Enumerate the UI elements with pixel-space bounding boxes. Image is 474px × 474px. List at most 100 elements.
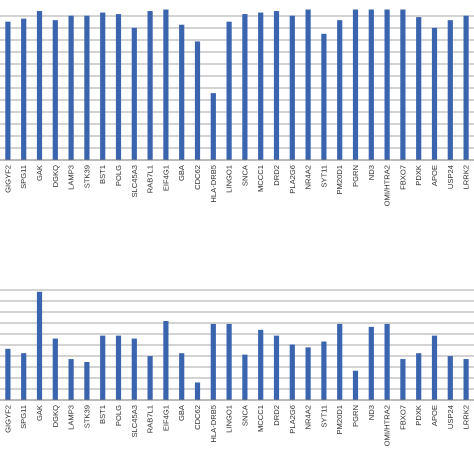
- x-tick-label: STK39: [82, 405, 91, 428]
- x-tick-label: OMI/HTRA2: [383, 405, 392, 446]
- x-tick-label: SYT11: [319, 165, 328, 188]
- x-tick-label: SNCA: [240, 404, 249, 426]
- bar-lamp3: [68, 359, 74, 400]
- bar-lingo1: [226, 323, 232, 400]
- bar-apoe: [431, 335, 438, 400]
- bar-fbxo7: [400, 359, 406, 400]
- bar-syt11: [321, 341, 327, 400]
- x-tick-label: DRD2: [272, 405, 281, 426]
- x-tick-label: DGKQ: [51, 165, 60, 187]
- bar-omi-htra2: [384, 323, 390, 400]
- x-tick-label: GIGYF2: [3, 405, 12, 433]
- bar-hla-drb5: [210, 323, 216, 400]
- bar-drd2: [273, 335, 280, 400]
- bar-spg11: [21, 353, 27, 400]
- x-tick-label: FBXO7: [398, 405, 407, 430]
- bar-polg: [115, 14, 122, 160]
- bar-snca: [242, 14, 248, 160]
- bar-omi-htra2: [384, 9, 390, 160]
- x-tick-label: PGRN: [351, 165, 360, 187]
- x-tick-label: USP24: [446, 165, 455, 189]
- bar-pm20d1: [337, 323, 343, 400]
- bar-lrrk2: [463, 359, 469, 400]
- x-tick-label: LAMP3: [67, 165, 76, 190]
- bar-gak: [36, 11, 43, 161]
- x-tick-label: SNCA: [240, 164, 249, 186]
- x-tick-label: POLG: [114, 405, 123, 426]
- x-tick-label: GBA: [177, 164, 186, 181]
- x-tick-label: APOE: [430, 405, 439, 426]
- bottom-bar-chart: GIGYF2 SPG11 GAK DGKQ LAMP3 STK39 BST1 POLG SLC4…: [0, 289, 474, 446]
- bar-pgrn: [352, 9, 359, 160]
- bar-nd3: [368, 326, 374, 401]
- bar-bst1: [100, 12, 106, 161]
- x-tick-label: ND3: [367, 405, 376, 420]
- x-tick-label: PDXK: [414, 165, 423, 186]
- bar-nr4a2: [305, 347, 311, 400]
- x-tick-label: STK39: [82, 165, 91, 188]
- bar-pdxk: [416, 353, 422, 400]
- bar-gak: [36, 291, 43, 400]
- x-tick-label: POLG: [114, 165, 123, 186]
- x-tick-label: GAK: [35, 165, 44, 181]
- x-tick-label: CDC62: [193, 165, 202, 190]
- bar-pgrn: [352, 370, 359, 400]
- bar-mccc1: [258, 329, 264, 400]
- bar-cdc62: [194, 382, 201, 400]
- bar-rab7l1: [147, 356, 153, 401]
- x-tick-label: NR4A2: [304, 165, 313, 189]
- x-tick-label: RAB7L1: [146, 405, 155, 433]
- x-tick-label: PLA2G6: [288, 405, 297, 434]
- bar-spg11: [21, 18, 27, 160]
- bar-nr4a2: [305, 9, 311, 160]
- x-tick-label: APOE: [430, 165, 439, 186]
- bar-pm20d1: [337, 20, 343, 160]
- bar-mccc1: [258, 12, 264, 161]
- bar-dgkq: [52, 20, 58, 160]
- x-tick-label: OMI/HTRA2: [383, 165, 392, 206]
- x-tick-label: HLA-DRB5: [209, 165, 218, 203]
- x-tick-label: PLA2G6: [288, 165, 297, 194]
- bar-hla-drb5: [210, 93, 216, 160]
- bar-slc45a3: [131, 338, 137, 400]
- bar-snca: [242, 354, 248, 400]
- x-tick-label: HLA-DRB5: [209, 405, 218, 443]
- bar-pla2g6: [289, 344, 295, 400]
- x-tick-label: GIGYF2: [3, 165, 12, 193]
- bar-usp24: [447, 20, 453, 160]
- bar-dgkq: [52, 338, 58, 400]
- bar-gba: [179, 353, 185, 400]
- bar-polg: [115, 335, 122, 400]
- bar-apoe: [431, 27, 438, 161]
- x-tick-label: SPG11: [19, 405, 28, 429]
- bar-eif4g1: [163, 321, 169, 400]
- x-tick-label: DRD2: [272, 165, 281, 186]
- x-tick-label: CDC62: [193, 405, 202, 430]
- bar-lingo1: [226, 21, 232, 161]
- x-tick-label: PDXK: [414, 405, 423, 426]
- bar-slc45a3: [131, 27, 137, 161]
- bar-pdxk: [416, 17, 422, 161]
- x-tick-label: PM20D1: [335, 405, 344, 435]
- x-tick-label: EIF4G1: [161, 165, 170, 191]
- x-tick-label: LINGO1: [225, 405, 234, 433]
- x-tick-label: FBXO7: [398, 165, 407, 190]
- x-tick-label: LRRK2: [462, 405, 471, 429]
- x-tick-label: DGKQ: [51, 405, 60, 427]
- bar-stk39: [84, 15, 90, 160]
- bar-stk39: [84, 361, 90, 400]
- bar-gigyf2: [5, 348, 11, 400]
- bar-eif4g1: [163, 9, 169, 160]
- bar-lamp3: [68, 15, 74, 160]
- x-tick-label: MCCC1: [256, 165, 265, 192]
- x-tick-label: NR4A2: [304, 405, 313, 429]
- bar-cdc62: [194, 41, 201, 160]
- x-tick-label: LRRK2: [462, 165, 471, 189]
- bar-bst1: [100, 335, 106, 400]
- x-tick-label: BST1: [98, 165, 107, 184]
- x-tick-label: LAMP3: [67, 405, 76, 430]
- bar-drd2: [273, 11, 280, 161]
- bar-syt11: [321, 33, 327, 161]
- x-tick-label: USP24: [446, 405, 455, 429]
